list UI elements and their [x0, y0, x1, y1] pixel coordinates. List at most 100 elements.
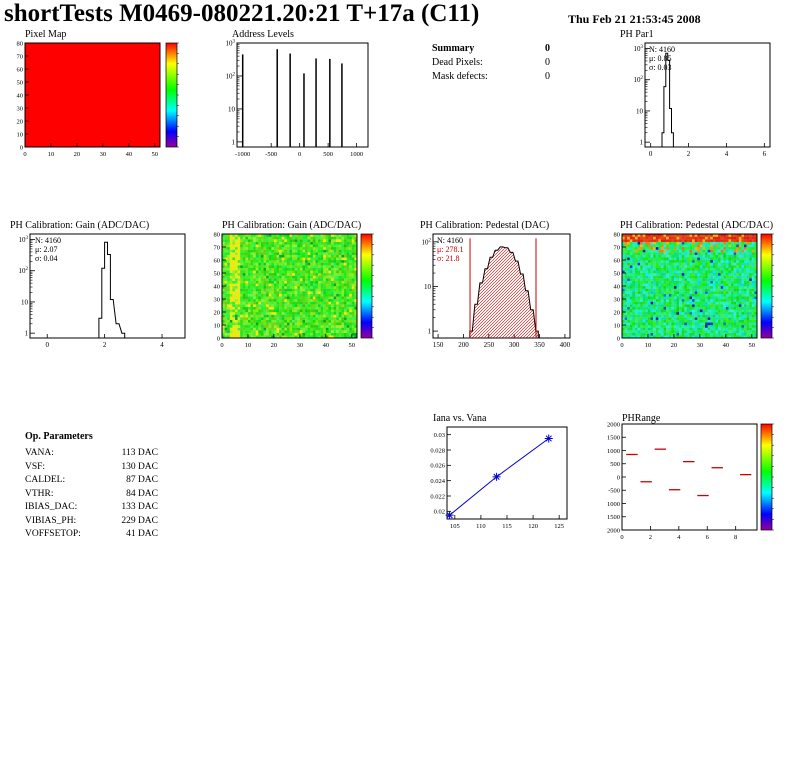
svg-text:0: 0 — [620, 534, 623, 541]
gain-map-plot: 0 10 20 30 40 50 0 10 20 30 40 50 60 70 80 — [214, 231, 374, 349]
gain-hist-plot: 1 10 102 103 0 2 4 — [19, 233, 186, 349]
summary-row: Dead Pixels: 0 — [432, 56, 550, 70]
svg-text:30: 30 — [17, 105, 24, 112]
svg-text:30: 30 — [214, 296, 221, 303]
op-parameters-panel: Op. Parameters VANA: 113 DAC VSF: 130 DA… — [25, 431, 158, 542]
svg-text:40: 40 — [323, 342, 330, 349]
svg-text:2: 2 — [103, 341, 107, 349]
svg-text:40: 40 — [723, 342, 730, 349]
svg-text:120: 120 — [528, 523, 538, 530]
svg-text:1: 1 — [428, 328, 432, 336]
svg-text:10: 10 — [17, 131, 24, 138]
svg-text:0.022: 0.022 — [430, 493, 445, 500]
svg-text:1500: 1500 — [607, 435, 620, 442]
svg-text:1: 1 — [232, 138, 236, 146]
iana-vs-vana-plot: 105 110 115 120 125 0.02 0.022 0.024 0.026 0.028 0… — [430, 426, 568, 530]
svg-text:0.028: 0.028 — [430, 447, 445, 454]
svg-text:0.02: 0.02 — [434, 509, 445, 516]
svg-text:110: 110 — [476, 523, 486, 530]
stat-line: μ: 0.85 — [649, 54, 672, 63]
op-label: VTHR: — [25, 488, 54, 499]
svg-text:30: 30 — [297, 342, 304, 349]
op-label: VSF: — [25, 461, 46, 472]
pedestal-hist-stats: N: 4160 μ: 278.1 σ: 21.8 — [437, 236, 464, 263]
svg-text:1000: 1000 — [607, 501, 620, 508]
svg-text:1: 1 — [25, 330, 29, 338]
svg-text:150: 150 — [433, 341, 444, 349]
svg-text:500: 500 — [323, 151, 333, 158]
pixel-map-plot: 0 10 20 30 40 50 0 10 20 30 40 50 60 70 80 — [17, 40, 179, 158]
svg-text:0: 0 — [617, 474, 620, 481]
address-levels-title: Address Levels — [232, 29, 294, 40]
svg-text:1500: 1500 — [607, 514, 620, 521]
svg-text:1: 1 — [640, 139, 644, 147]
summary-row-value: 0 — [545, 71, 550, 82]
svg-text:50: 50 — [749, 342, 756, 349]
svg-text:350: 350 — [534, 341, 545, 349]
svg-text:10: 10 — [21, 298, 29, 306]
ph-par1-plot: 1 10 102 103 0 2 4 6 — [634, 42, 771, 158]
svg-text:0: 0 — [220, 342, 223, 349]
svg-text:70: 70 — [214, 244, 221, 251]
svg-text:-500: -500 — [265, 151, 277, 158]
svg-text:102: 102 — [19, 267, 29, 275]
svg-text:80: 80 — [17, 40, 24, 47]
svg-text:500: 500 — [610, 461, 620, 468]
svg-text:30: 30 — [100, 151, 107, 158]
svg-text:103: 103 — [634, 45, 644, 53]
op-row: VOFFSETOP: 41 DAC — [25, 528, 158, 542]
svg-text:1000: 1000 — [350, 151, 363, 158]
svg-text:40: 40 — [614, 283, 621, 290]
svg-text:20: 20 — [671, 342, 678, 349]
op-value: 133 DAC — [121, 502, 158, 512]
svg-text:0: 0 — [298, 151, 301, 158]
pixel-map-title: Pixel Map — [25, 29, 67, 40]
svg-text:10: 10 — [228, 105, 236, 113]
op-label: VIBIAS_PH: — [25, 515, 77, 526]
svg-text:300: 300 — [509, 341, 520, 349]
svg-text:103: 103 — [226, 40, 236, 48]
op-row: VTHR: 84 DAC — [25, 488, 158, 502]
svg-text:10: 10 — [645, 342, 652, 349]
svg-text:102: 102 — [422, 238, 432, 246]
svg-text:60: 60 — [214, 257, 221, 264]
svg-text:70: 70 — [17, 53, 24, 60]
timestamp: Thu Feb 21 21:53:45 2008 — [568, 12, 701, 26]
svg-text:0: 0 — [20, 144, 23, 151]
svg-text:0.03: 0.03 — [434, 432, 445, 439]
svg-text:20: 20 — [271, 342, 278, 349]
svg-text:103: 103 — [19, 236, 29, 244]
svg-text:50: 50 — [214, 270, 221, 277]
pedestal-map-plot: 0 10 20 30 40 50 0 10 20 30 40 50 60 70 80 — [614, 231, 774, 349]
op-label: CALDEL: — [25, 475, 66, 485]
svg-text:30: 30 — [697, 342, 704, 349]
svg-text:20: 20 — [214, 309, 221, 316]
op-value: 229 DAC — [121, 515, 158, 526]
svg-text:50: 50 — [152, 151, 159, 158]
iana-vs-vana-title: Iana vs. Vana — [433, 413, 487, 424]
svg-text:2000: 2000 — [607, 527, 620, 534]
svg-text:2: 2 — [649, 534, 652, 541]
svg-text:105: 105 — [450, 523, 460, 530]
op-label: IBIAS_DAC: — [25, 502, 78, 512]
svg-text:250: 250 — [484, 341, 495, 349]
summary-value: 0 — [545, 43, 550, 54]
svg-text:2: 2 — [687, 150, 691, 158]
svg-text:400: 400 — [560, 341, 571, 349]
summary-row: Mask defects: 0 — [432, 70, 550, 84]
address-levels-plot: 1 10 102 103 -1000 -500 0 500 1000 — [226, 40, 369, 158]
op-row: VANA: 113 DAC — [25, 447, 158, 461]
svg-text:20: 20 — [17, 118, 24, 125]
page-title: shortTests M0469-080221.20:21 T+17a (C11… — [4, 0, 480, 27]
stat-line: μ: 2.07 — [35, 245, 58, 254]
stat-line: N: 4160 — [35, 236, 61, 245]
stat-line: N: 4160 — [437, 236, 463, 245]
svg-text:-500: -500 — [608, 488, 620, 495]
summary-title: Summary — [432, 43, 475, 54]
svg-text:200: 200 — [458, 341, 469, 349]
svg-text:0.026: 0.026 — [430, 463, 445, 470]
svg-text:4: 4 — [725, 150, 729, 158]
svg-text:40: 40 — [126, 151, 133, 158]
